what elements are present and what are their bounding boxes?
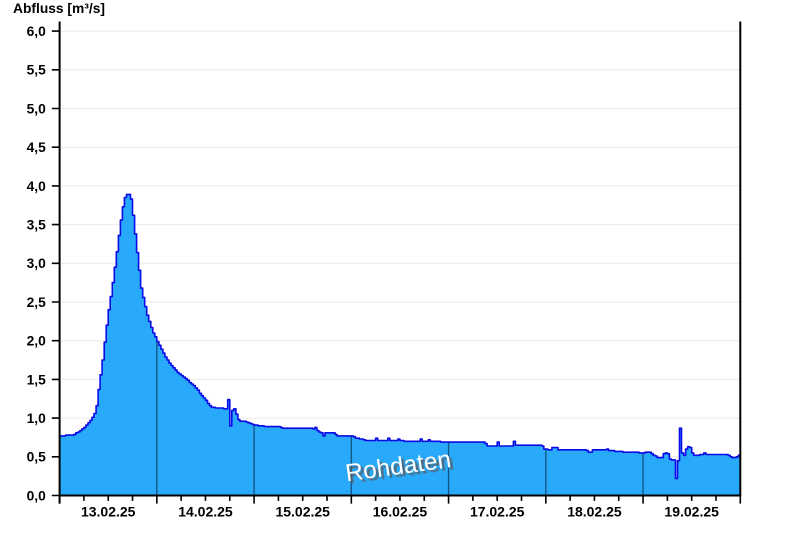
svg-text:18.02.25: 18.02.25 bbox=[567, 503, 622, 519]
svg-text:2,0: 2,0 bbox=[27, 334, 47, 349]
svg-text:17.02.25: 17.02.25 bbox=[470, 503, 525, 519]
svg-text:15.02.25: 15.02.25 bbox=[275, 503, 330, 519]
svg-text:3,0: 3,0 bbox=[27, 256, 47, 271]
svg-text:0,0: 0,0 bbox=[27, 488, 47, 503]
svg-text:5,0: 5,0 bbox=[27, 101, 47, 116]
svg-text:14.02.25: 14.02.25 bbox=[178, 503, 233, 519]
svg-text:6,0: 6,0 bbox=[27, 24, 47, 39]
svg-text:1,5: 1,5 bbox=[27, 372, 47, 387]
svg-text:Abfluss [m³/s]: Abfluss [m³/s] bbox=[13, 1, 105, 16]
svg-text:4,0: 4,0 bbox=[27, 179, 47, 194]
svg-text:16.02.25: 16.02.25 bbox=[373, 503, 428, 519]
svg-text:19.02.25: 19.02.25 bbox=[664, 503, 719, 519]
svg-text:5,5: 5,5 bbox=[27, 63, 47, 78]
svg-text:1,0: 1,0 bbox=[27, 411, 47, 426]
svg-text:2,5: 2,5 bbox=[27, 295, 47, 310]
svg-text:4,5: 4,5 bbox=[27, 140, 47, 155]
svg-text:13.02.25: 13.02.25 bbox=[81, 503, 136, 519]
svg-text:0,5: 0,5 bbox=[27, 450, 47, 465]
svg-text:3,5: 3,5 bbox=[27, 218, 47, 233]
